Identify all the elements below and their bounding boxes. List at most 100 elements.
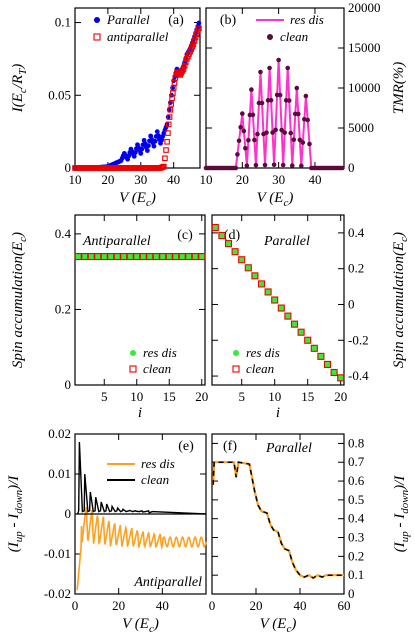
panel-d-frame (211, 214, 345, 386)
data-point (163, 147, 169, 153)
data-point (253, 162, 259, 168)
data-point (164, 139, 170, 145)
data-point (251, 272, 259, 280)
data-point (162, 155, 168, 162)
data-point (264, 288, 272, 296)
data-point (211, 223, 219, 232)
data-point (284, 312, 292, 320)
legend-marker (93, 33, 101, 41)
series-clean (203, 57, 345, 171)
y-axis-label: I(Ec/RT) (10, 64, 29, 114)
series-res-dis (76, 505, 207, 591)
y-tick-label: 0.1 (55, 15, 71, 30)
x-tick-label: 20 (195, 389, 208, 404)
series-clean (211, 223, 345, 382)
data-point (296, 111, 301, 117)
data-point (271, 296, 278, 304)
x-tick-label: 0 (209, 598, 216, 613)
data-point (179, 253, 186, 260)
data-point (258, 280, 265, 288)
y-tick-label: 0.2 (55, 301, 71, 316)
data-point (153, 253, 160, 260)
y-axis-label: (Iup - Idown)/I (6, 475, 25, 553)
data-point (238, 256, 246, 264)
data-point (196, 20, 202, 26)
x-axis-label: V (Ec) (260, 616, 297, 634)
x-tick-label: 15 (301, 389, 314, 404)
data-point (171, 80, 178, 86)
data-point (191, 38, 198, 44)
y-axis-label: Spin accumulation(Ec) (10, 232, 29, 368)
y-tick-label: -0.2 (348, 332, 369, 347)
y-tick-label: 20000 (348, 0, 381, 15)
data-point (337, 374, 344, 382)
data-point (304, 336, 312, 344)
series-clean (212, 461, 344, 579)
y-tick-label: -0.4 (348, 368, 369, 383)
data-point (280, 162, 286, 168)
data-point (236, 138, 242, 144)
data-point (264, 130, 269, 135)
panel-label: (a) (168, 13, 184, 28)
data-point (165, 114, 171, 120)
data-point (297, 137, 303, 143)
x-tick-label: 10 (200, 172, 213, 187)
data-point (75, 253, 82, 260)
data-point (268, 97, 274, 103)
series-res-dis (212, 224, 344, 382)
panel-label: (d) (224, 228, 241, 243)
data-point (291, 137, 297, 143)
y-tick-label: 0.01 (48, 466, 71, 481)
data-point (305, 117, 310, 123)
data-point (146, 253, 153, 260)
data-point (190, 41, 197, 48)
data-point (152, 138, 158, 144)
panel-b: 10 20 30 40 0 5000 10000 15000 20000 V (Ec) TMR(%)… (200, 0, 408, 209)
data-point (259, 100, 265, 106)
panel-label: (e) (178, 439, 194, 454)
data-point (250, 112, 256, 118)
data-point (233, 165, 239, 171)
data-point (231, 248, 239, 256)
data-point (278, 304, 285, 312)
legend-label: Parallel (106, 12, 150, 27)
data-point (297, 329, 305, 336)
data-point (225, 240, 232, 247)
y-axis-label: (Iup - Idown)/I (392, 475, 411, 553)
data-point (133, 253, 140, 260)
data-point (192, 253, 199, 260)
y-tick-label: 0.4 (348, 225, 365, 240)
data-point (294, 85, 300, 91)
data-point (155, 133, 161, 138)
x-tick-label: 10 (69, 172, 82, 187)
data-point (198, 253, 205, 260)
y-axis-label: Spin accumulation(Ec) (391, 232, 410, 368)
data-point (276, 57, 281, 63)
series-clean (76, 441, 207, 515)
data-point (151, 143, 157, 149)
data-point (81, 253, 88, 260)
legend-marker (129, 365, 137, 373)
x-tick-label: 20 (236, 172, 249, 187)
data-point (146, 143, 151, 149)
y-tick-label: 0 (65, 377, 72, 392)
data-point (330, 368, 338, 377)
x-axis-label: V (Ec) (122, 616, 159, 634)
data-point (94, 253, 101, 260)
data-point (161, 163, 167, 170)
data-point (170, 90, 176, 96)
data-point (299, 163, 304, 169)
data-point (270, 130, 275, 135)
data-point (337, 374, 345, 382)
data-point (218, 232, 226, 240)
x-tick-label: 40 (156, 598, 169, 613)
data-point (107, 253, 114, 260)
series-res-dis (212, 460, 344, 580)
y-tick-label: 0.2 (348, 261, 364, 276)
data-point (267, 65, 272, 71)
data-point (185, 253, 192, 260)
panel-c: 5 10 15 20 0 0.2 0.4 i Spin accumulation(Ec) (c) A… (10, 214, 208, 421)
